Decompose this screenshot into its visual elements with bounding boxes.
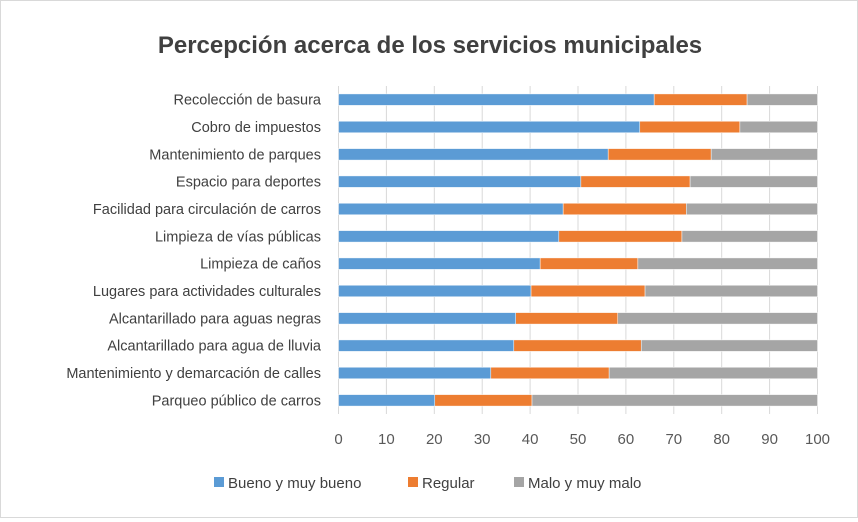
bar-segment <box>617 312 818 325</box>
category-label: Mantenimiento de parques <box>149 147 321 163</box>
x-tick-label: 30 <box>474 431 491 448</box>
legend-label: Bueno y muy bueno <box>228 475 361 492</box>
bar-segment <box>530 285 646 297</box>
bar-segment <box>490 367 610 379</box>
bar-segment <box>580 175 691 188</box>
bar-segment <box>338 230 560 243</box>
bar-segment <box>739 121 818 133</box>
legend-swatch <box>214 477 224 487</box>
legend-label: Malo y muy malo <box>528 475 641 492</box>
bar-segment <box>653 93 748 106</box>
bar-segment <box>607 148 712 161</box>
legend-swatch <box>408 477 418 487</box>
bar-segment <box>513 339 642 352</box>
x-tick-label: 20 <box>426 431 443 448</box>
legend-label: Regular <box>422 475 475 492</box>
x-tick-label: 0 <box>334 431 342 448</box>
category-label: Parqueo público de carros <box>152 393 321 409</box>
bar-segment <box>338 339 515 352</box>
bar-segment <box>681 230 818 243</box>
bar-segment <box>640 339 818 352</box>
category-label: Alcantarillado para aguas negras <box>109 311 321 327</box>
bar-segment <box>639 121 741 133</box>
gridlines <box>338 86 818 414</box>
category-labels: Recolección de basura Cobro de impuestos M… <box>66 93 322 410</box>
category-label: Recolección de basura <box>173 93 321 109</box>
x-tick-label: 10 <box>378 431 395 448</box>
bar-segment <box>746 93 818 106</box>
bar-segment <box>689 175 818 188</box>
category-label: Espacio para deportes <box>176 175 321 191</box>
bar-segment <box>338 394 436 407</box>
bar-segment <box>637 257 818 270</box>
bar-segment <box>558 230 683 243</box>
x-tick-label: 40 <box>522 431 539 448</box>
bar-segment <box>562 203 687 215</box>
chart-title: Percepción acerca de los servicios munic… <box>158 32 702 59</box>
bar-segment <box>686 203 818 215</box>
x-tick-label: 50 <box>570 431 587 448</box>
x-tick-label: 70 <box>665 431 682 448</box>
bar-segment <box>608 367 818 379</box>
bar-segment <box>338 367 492 379</box>
bars <box>338 93 818 407</box>
bar-segment <box>338 257 541 270</box>
x-tick-label: 90 <box>761 431 778 448</box>
category-label: Limpieza de vías públicas <box>155 229 321 245</box>
bar-segment <box>644 285 818 297</box>
bar-segment <box>539 257 639 270</box>
bar-segment <box>338 175 582 188</box>
bar-segment <box>338 203 564 215</box>
category-label: Facilidad para circulación de carros <box>93 202 321 218</box>
bar-segment <box>338 93 655 106</box>
x-axis-ticks: 0 10 20 30 40 50 60 70 80 90 100 <box>334 431 830 448</box>
category-label: Alcantarillado para agua de lluvia <box>107 339 322 355</box>
category-label: Cobro de impuestos <box>191 120 321 136</box>
bar-segment <box>338 285 532 297</box>
category-label: Mantenimiento y demarcación de calles <box>66 366 321 382</box>
bar-segment <box>515 312 619 325</box>
bar-segment <box>338 148 609 161</box>
legend: Bueno y muy bueno Regular Malo y muy malo <box>214 475 641 492</box>
bar-segment <box>531 394 818 407</box>
bar-segment <box>434 394 533 407</box>
bar-segment <box>710 148 818 161</box>
x-tick-label: 80 <box>713 431 730 448</box>
category-label: Lugares para actividades culturales <box>93 284 321 300</box>
x-tick-label: 60 <box>618 431 635 448</box>
legend-swatch <box>514 477 524 487</box>
bar-segment <box>338 121 641 133</box>
category-label: Limpieza de caños <box>200 257 321 273</box>
bar-segment <box>338 312 516 325</box>
x-tick-label: 100 <box>805 431 830 448</box>
